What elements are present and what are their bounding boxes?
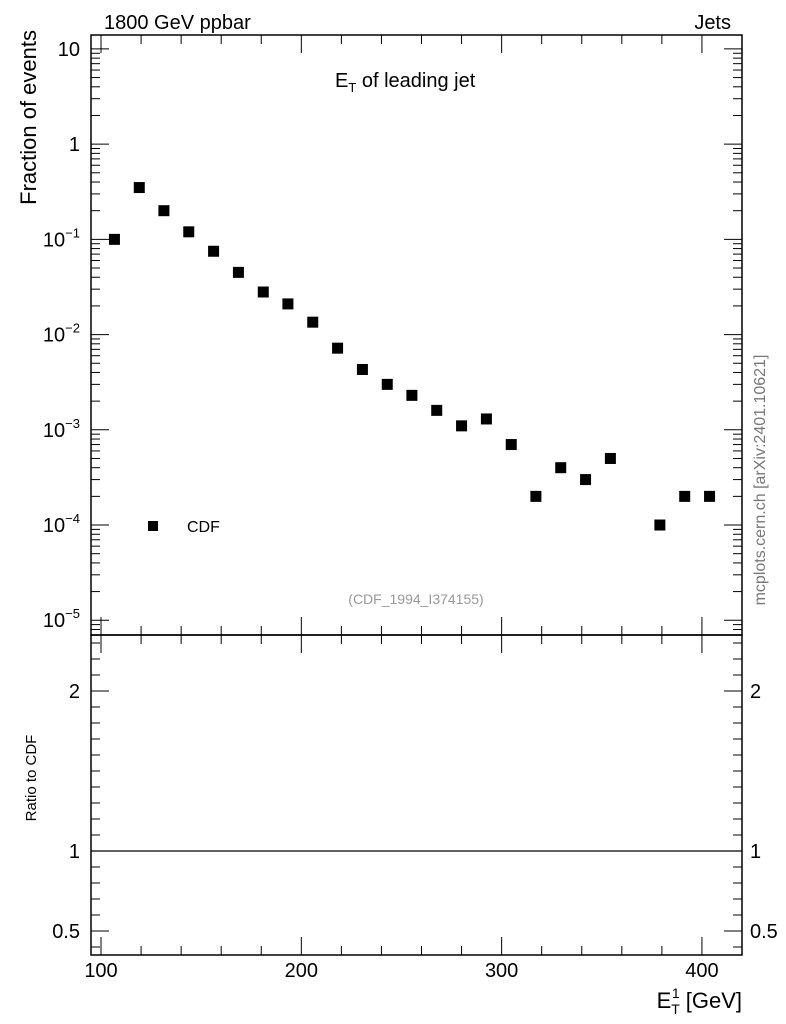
data-point-cdf (356, 363, 368, 375)
analysis-id: (CDF_1994_I374155) (348, 591, 483, 607)
data-point-cdf (332, 342, 344, 354)
upper-tick-label-exp: −5 (65, 606, 80, 621)
data-point-cdf (158, 205, 170, 217)
data-points (108, 182, 716, 531)
upper-tick-label-base: 10 (43, 325, 65, 347)
header-left: 1800 GeV ppbar (104, 12, 251, 34)
upper-tick-label-base: 10 (43, 229, 65, 251)
x-tick-label: 400 (685, 960, 718, 982)
data-point-cdf (257, 286, 269, 298)
data-point-cdf (108, 233, 120, 245)
data-point-cdf (604, 452, 616, 464)
upper-tick-label-base: 10 (43, 515, 65, 537)
data-point-cdf (381, 378, 393, 390)
legend: CDF (148, 519, 220, 536)
x-tick-label: 200 (285, 960, 318, 982)
data-point-cdf (282, 298, 294, 310)
upper-tick-label-base: 10 (58, 39, 80, 61)
lower-y-ticks: 2 2 1 1 0.5 0.5 (52, 642, 778, 948)
data-point-cdf (456, 420, 468, 432)
plot-title-main: E (335, 70, 348, 92)
upper-tick-label-base: 10 (43, 610, 65, 632)
upper-ylabel: Fraction of events (16, 30, 41, 205)
upper-tick-label: 10−4 (43, 511, 80, 537)
x-ticks: 100 200 300 400 (84, 35, 743, 982)
x-axis-label-main: E (657, 988, 672, 1013)
upper-tick-label: 10 (58, 39, 80, 61)
x-tick-label: 300 (485, 960, 518, 982)
plot-title-sub: T (348, 80, 356, 95)
data-point-cdf (679, 490, 691, 502)
lower-plot-frame (90, 634, 743, 956)
data-point-cdf (232, 266, 244, 278)
data-point-cdf (406, 389, 418, 401)
upper-tick-label: 10−3 (43, 416, 80, 442)
x-axis-label-sup: 1 (672, 985, 680, 1001)
data-point-cdf (580, 474, 592, 486)
data-point-cdf (704, 490, 716, 502)
lower-tick-label-left: 0.5 (52, 921, 80, 943)
data-point-cdf (480, 413, 492, 425)
data-point-cdf (431, 404, 443, 416)
upper-plot-frame (90, 34, 743, 636)
plot-title-rest: of leading jet (356, 70, 475, 92)
data-point-cdf (133, 182, 145, 194)
upper-tick-label: 10−2 (43, 321, 80, 347)
watermark: mcplots.cern.ch [arXiv:2401.10621] (752, 355, 769, 606)
upper-tick-label: 10−5 (43, 606, 80, 632)
header-right: Jets (694, 12, 731, 34)
upper-tick-label: 1 (69, 134, 80, 156)
x-axis-label: ET1 [GeV] (657, 985, 742, 1017)
x-axis-label-unit: [GeV] (680, 988, 742, 1013)
data-point-cdf (555, 462, 567, 474)
lower-tick-label-left: 2 (69, 681, 80, 703)
data-point-cdf (654, 519, 666, 531)
upper-tick-label-exp: −2 (65, 321, 80, 336)
lower-tick-label-left: 1 (69, 841, 80, 863)
lower-tick-label-right: 2 (750, 681, 761, 703)
data-point-cdf (505, 439, 517, 451)
data-point-cdf (530, 490, 542, 502)
data-point-cdf (183, 226, 195, 238)
data-point-cdf (307, 316, 319, 328)
legend-label-cdf: CDF (187, 519, 220, 536)
x-tick-label: 100 (84, 960, 117, 982)
data-point-cdf (208, 245, 220, 257)
lower-tick-label-right: 1 (750, 841, 761, 863)
upper-tick-label-exp: −3 (65, 416, 80, 431)
lower-ylabel: Ratio to CDF (23, 735, 40, 822)
upper-tick-label-base: 1 (69, 134, 80, 156)
lower-tick-label-right: 0.5 (750, 921, 778, 943)
upper-tick-label-exp: −1 (65, 225, 80, 240)
upper-tick-label: 10−1 (43, 225, 80, 251)
plot-title: ET of leading jet (335, 70, 476, 95)
x-axis-label-sub: T (671, 1001, 680, 1017)
upper-tick-label-base: 10 (43, 420, 65, 442)
legend-marker-cdf (148, 521, 158, 531)
upper-tick-label-exp: −4 (65, 511, 80, 526)
